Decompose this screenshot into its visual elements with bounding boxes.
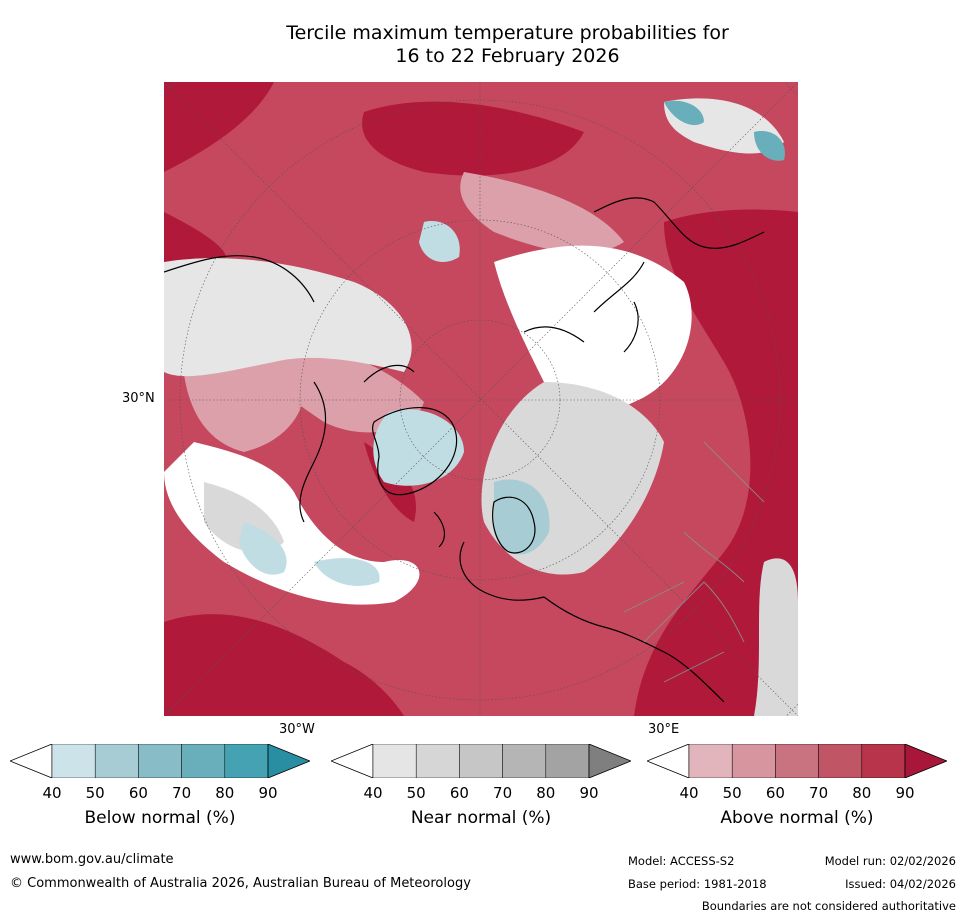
map-canvas bbox=[164, 82, 798, 716]
near-normal-region bbox=[164, 258, 412, 377]
probability-map bbox=[164, 82, 798, 716]
colorbar-segment bbox=[51, 744, 96, 778]
colorbar-tick-label: 70 bbox=[493, 784, 513, 802]
below-normal-region bbox=[373, 409, 464, 486]
colorbar-tick-label: 60 bbox=[449, 784, 469, 802]
lat-label-30n: 30°N bbox=[122, 391, 155, 406]
issued-date: Issued: 04/02/2026 bbox=[845, 877, 956, 891]
above-dark-region bbox=[634, 209, 798, 716]
map-title: Tercile maximum temperature probabilitie… bbox=[160, 22, 855, 68]
model-name: Model: ACCESS-S2 bbox=[628, 854, 735, 868]
below-normal-region bbox=[754, 131, 785, 161]
colorbar-tick-label: 70 bbox=[809, 784, 829, 802]
colorbar-tick-label: 40 bbox=[679, 784, 699, 802]
colorbar-max-extension bbox=[588, 744, 631, 778]
title-line-2: 16 to 22 February 2026 bbox=[395, 45, 620, 67]
colorbar-segment bbox=[861, 744, 906, 778]
colorbar-svg bbox=[647, 744, 947, 778]
colorbar-title: Above normal (%) bbox=[720, 808, 874, 828]
colorbar-min-extension bbox=[10, 744, 53, 778]
colorbar-tick-label: 90 bbox=[895, 784, 915, 802]
colorbar-tick-label: 60 bbox=[128, 784, 148, 802]
colorbar-segment bbox=[502, 744, 547, 778]
colorbar-segment bbox=[94, 744, 139, 778]
colorbar-svg bbox=[10, 744, 310, 778]
colorbar-min-extension bbox=[331, 744, 374, 778]
colorbar-segment bbox=[459, 744, 503, 778]
above-dark-region bbox=[362, 101, 584, 176]
colorbar-tick-label: 80 bbox=[852, 784, 872, 802]
colorbar-max-extension bbox=[267, 744, 310, 778]
colorbar-tick-label: 50 bbox=[85, 784, 105, 802]
colorbar-tick-label: 50 bbox=[406, 784, 426, 802]
colorbar-segment bbox=[818, 744, 863, 778]
model-run-date: Model run: 02/02/2026 bbox=[824, 854, 956, 868]
colorbar-tick-label: 80 bbox=[215, 784, 235, 802]
colorbar-segment bbox=[415, 744, 460, 778]
colorbar-tick-label: 60 bbox=[765, 784, 785, 802]
near-normal-region bbox=[754, 558, 798, 716]
title-line-1: Tercile maximum temperature probabilitie… bbox=[286, 22, 729, 44]
coastlines bbox=[164, 197, 765, 703]
disclaimer-text: Boundaries are not considered authoritat… bbox=[701, 899, 956, 913]
below-40-white-region bbox=[494, 245, 692, 413]
colorbar-tick-label: 90 bbox=[258, 784, 278, 802]
colorbar-segment bbox=[545, 744, 590, 778]
above-light-region bbox=[264, 342, 424, 433]
near-normal-colorbar: 40 50 60 70 80 90 Near normal (%) bbox=[331, 744, 631, 839]
colorbar-tick-label: 40 bbox=[363, 784, 383, 802]
colorbar-segment bbox=[775, 744, 819, 778]
country-borders bbox=[623, 441, 765, 683]
colorbar-segment bbox=[731, 744, 776, 778]
colorbar-segment bbox=[688, 744, 733, 778]
below-normal-colorbar: 40 50 60 70 80 90 Below normal (%) bbox=[10, 744, 310, 839]
above-dark-region bbox=[164, 614, 404, 716]
below-normal-region bbox=[314, 558, 380, 586]
graticule bbox=[164, 82, 798, 716]
above-light-region bbox=[460, 172, 624, 253]
below-normal-region bbox=[664, 100, 704, 126]
colorbar-tick-label: 40 bbox=[42, 784, 62, 802]
above-normal-colorbar: 40 50 60 70 80 90 Above normal (%) bbox=[647, 744, 947, 839]
colorbar-segment bbox=[224, 744, 269, 778]
copyright-text: © Commonwealth of Australia 2026, Austra… bbox=[10, 876, 471, 891]
colorbar-segment bbox=[372, 744, 417, 778]
colorbar-segment bbox=[181, 744, 226, 778]
colorbar-tick-label: 80 bbox=[536, 784, 556, 802]
colorbar-tick-label: 50 bbox=[722, 784, 742, 802]
below-normal-region bbox=[419, 221, 460, 262]
colorbar-tick-label: 70 bbox=[172, 784, 192, 802]
below-normal-region bbox=[494, 479, 550, 555]
colorbar-title: Near normal (%) bbox=[410, 808, 552, 828]
above-dark-region bbox=[164, 82, 274, 172]
colorbar-max-extension bbox=[904, 744, 947, 778]
colorbar-title: Below normal (%) bbox=[84, 808, 236, 828]
base-period: Base period: 1981-2018 bbox=[628, 877, 767, 891]
below-normal-region bbox=[239, 522, 287, 575]
lon-label-30w: 30°W bbox=[279, 722, 315, 737]
above-dark-region bbox=[164, 212, 226, 262]
colorbar-svg bbox=[331, 744, 631, 778]
colorbar-min-extension bbox=[647, 744, 690, 778]
lon-label-30e: 30°E bbox=[648, 722, 680, 737]
website-link[interactable]: www.bom.gov.au/climate bbox=[10, 852, 174, 867]
colorbar-segment bbox=[138, 744, 182, 778]
colorbar-tick-label: 90 bbox=[579, 784, 599, 802]
